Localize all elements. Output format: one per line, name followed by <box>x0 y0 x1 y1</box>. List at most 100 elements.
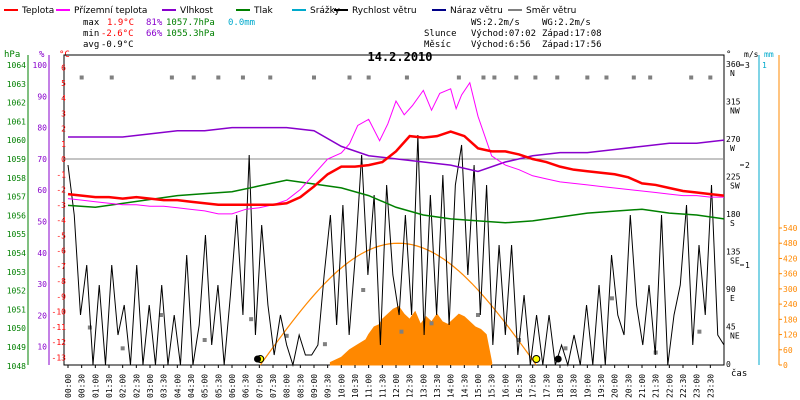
wind-direction-point <box>648 75 653 80</box>
x-tick-label: 21:30 <box>652 374 661 398</box>
pressure-tick: 1052 <box>7 287 26 296</box>
wind-direction-point <box>268 75 273 80</box>
direction-tick: 0 <box>726 360 731 369</box>
x-tick-label: 11:30 <box>378 374 387 398</box>
wind-direction-point <box>399 329 404 334</box>
x-tick-label: 20:30 <box>624 374 633 398</box>
wind-direction-point <box>533 75 538 80</box>
x-ticks: 00:00 00:30 01:00 01:30 02:00 02:30 03:00 03:30… <box>64 365 715 398</box>
temperature-tick: 5 <box>61 79 66 88</box>
stats-max-label: max <box>83 18 100 28</box>
legend-label: Náraz větru <box>450 6 503 16</box>
direction-tick: 225 <box>726 173 741 182</box>
info-block: WS:2.2m/s WG:2.2m/s Slunce Východ:07:02 … <box>424 18 602 50</box>
temperature-tick: -4 <box>56 216 66 225</box>
x-tick-label: 01:30 <box>105 374 114 398</box>
solar-area <box>329 306 493 366</box>
legend-label: Teplota <box>21 6 54 16</box>
pressure-tick: 1051 <box>7 305 26 314</box>
info-wg: WG:2.2m/s <box>542 18 591 28</box>
x-tick-label: 18:30 <box>570 374 579 398</box>
x-tick-label: 13:30 <box>433 374 442 398</box>
wind-direction-point <box>202 338 207 342</box>
x-tick-label: 09:30 <box>324 374 333 398</box>
wind-direction-point <box>158 313 163 317</box>
stats-min-label: min <box>83 29 99 39</box>
wind-tick: 2 <box>745 161 750 170</box>
wind-direction-point <box>481 75 486 80</box>
sunset-marker <box>532 355 541 363</box>
stats-avg-temp: -0.9°C <box>101 40 134 50</box>
direction-name: SW <box>730 182 740 191</box>
pressure-tick: 1050 <box>7 324 26 333</box>
sun-curve <box>254 242 562 366</box>
direction-unit: ° <box>726 50 731 60</box>
info-ws: WS:2.2m/s <box>471 18 520 28</box>
pressure-tick: 1053 <box>7 268 26 277</box>
direction-name: S <box>730 219 735 228</box>
rain-tick: 1 <box>762 61 767 70</box>
humidity-tick: 60 <box>37 186 47 195</box>
x-tick-label: 01:00 <box>91 374 100 398</box>
wind-direction-point <box>361 288 366 292</box>
wind-direction-point <box>79 75 84 80</box>
direction-name: NE <box>730 332 740 341</box>
temperature-tick: 0 <box>61 155 66 164</box>
x-tick-label: 11:00 <box>365 374 374 398</box>
humidity-tick: 80 <box>37 124 47 133</box>
x-tick-label: 22:00 <box>665 374 674 398</box>
axes: 1064106310621061106010591058105710561055… <box>7 54 798 371</box>
wind-direction-point <box>697 329 702 334</box>
pressure-tick: 1049 <box>7 343 26 352</box>
wind-direction-point <box>87 325 92 330</box>
solar-tick: 240 <box>783 300 798 309</box>
direction-name: E <box>730 294 735 303</box>
humidity-tick: 100 <box>33 61 48 70</box>
wind-direction-point <box>169 75 174 80</box>
x-tick-label: 08:30 <box>296 374 305 398</box>
ground-temperature-line <box>67 81 724 215</box>
x-tick-label: 06:00 <box>228 374 237 398</box>
pressure-tick: 1059 <box>7 155 26 164</box>
stats-max-hum: 81% <box>146 18 163 28</box>
pressure-tick: 1048 <box>7 362 26 371</box>
pressure-unit: hPa <box>4 50 20 60</box>
x-axis-label: čas <box>731 368 747 379</box>
wind-direction-point <box>240 75 245 80</box>
wind-direction-point <box>109 75 114 80</box>
x-tick-label: 10:30 <box>351 374 360 398</box>
temperature-tick: -13 <box>52 353 67 362</box>
info-moon-rise: Východ:6:56 <box>471 40 531 50</box>
temperature-tick: 6 <box>61 64 66 73</box>
temperature-tick: -10 <box>52 308 67 317</box>
direction-tick: 315 <box>726 98 741 107</box>
wind-direction-point <box>563 346 568 351</box>
sun-elevation-curve <box>259 242 537 366</box>
pressure-tick: 1060 <box>7 136 26 145</box>
x-tick-label: 15:30 <box>488 374 497 398</box>
wind-direction-point <box>604 75 609 80</box>
x-tick-label: 04:00 <box>173 374 182 398</box>
legend-label: Vlhkost <box>180 6 213 16</box>
x-tick-label: 17:00 <box>529 374 538 398</box>
humidity-unit: % <box>39 50 45 60</box>
temperature-tick: -5 <box>56 231 66 240</box>
pressure-tick: 1064 <box>7 61 26 70</box>
x-tick-label: 21:00 <box>638 374 647 398</box>
humidity-line <box>68 126 725 173</box>
stats-max-press: 1057.7hPa <box>166 18 215 28</box>
x-tick-label: 05:00 <box>201 374 210 398</box>
x-tick-label: 03:00 <box>146 374 155 398</box>
humidity-tick: 40 <box>37 249 47 258</box>
legend-label: Rychlost větru <box>352 6 417 16</box>
wind-direction-point <box>404 75 409 80</box>
legend-label: Tlak <box>253 6 274 16</box>
humidity-tick: 30 <box>37 280 47 289</box>
x-tick-label: 23:30 <box>706 374 715 398</box>
temperature-tick: 1 <box>61 140 66 149</box>
pressure-tick: 1063 <box>7 80 26 89</box>
wind-tick: 3 <box>745 61 750 70</box>
humidity-tick: 90 <box>37 92 47 101</box>
wind-direction-point <box>429 321 434 326</box>
